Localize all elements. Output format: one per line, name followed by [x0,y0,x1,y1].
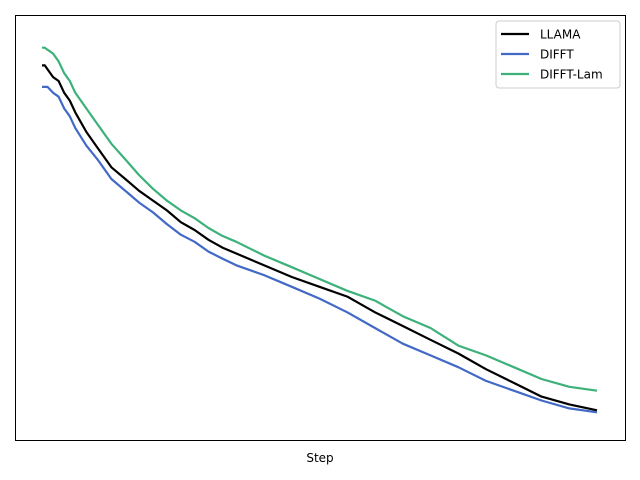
legend-label-llama: LLAMA [540,28,581,42]
series-layer [42,46,598,414]
series-line-difft [42,85,598,414]
legend: LLAMA DIFFT DIFFT-Lam [495,20,621,89]
series-line-llama [42,64,598,412]
legend-label-difft-lam: DIFFT-Lam [540,68,603,82]
plot-frame [15,15,626,441]
legend-frame [495,20,621,89]
x-axis-label: Step [306,451,333,465]
series-line-difft-lam [42,46,598,392]
legend-label-difft: DIFFT [540,48,574,62]
